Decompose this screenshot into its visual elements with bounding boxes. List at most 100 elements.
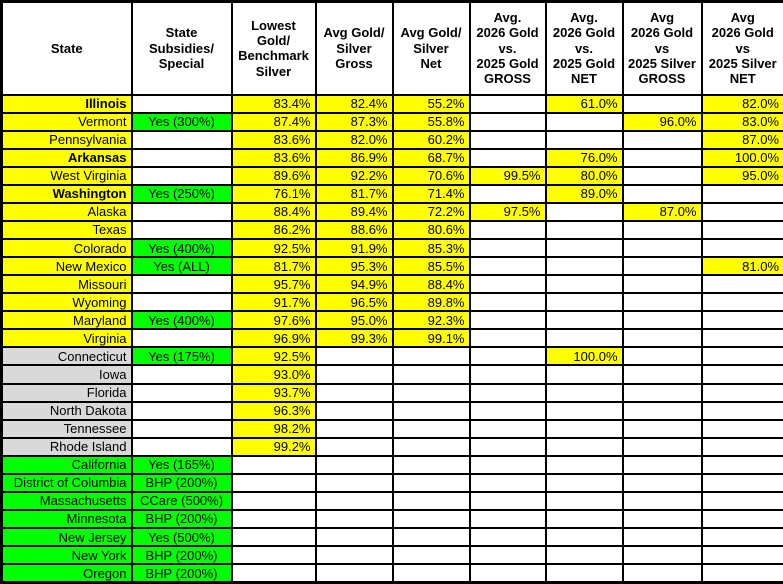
value-cell[interactable]: 82.0% (314, 129, 394, 150)
value-cell[interactable] (621, 563, 703, 584)
value-cell[interactable]: 83.6% (230, 129, 317, 150)
value-cell[interactable] (468, 526, 547, 548)
value-cell[interactable] (544, 400, 624, 421)
value-cell[interactable] (544, 364, 624, 385)
value-cell[interactable] (391, 364, 471, 385)
subsidy-cell[interactable]: Yes (175%) (130, 346, 233, 367)
subsidy-cell[interactable] (130, 364, 233, 385)
value-cell[interactable] (544, 328, 624, 349)
value-cell[interactable] (700, 472, 783, 493)
value-cell[interactable] (468, 129, 547, 150)
value-cell[interactable] (391, 563, 471, 584)
value-cell[interactable] (468, 508, 547, 530)
value-cell[interactable] (621, 310, 703, 331)
value-cell[interactable]: 95.7% (230, 274, 317, 295)
value-cell[interactable] (468, 328, 547, 349)
subsidy-cell[interactable] (130, 418, 233, 439)
value-cell[interactable] (314, 400, 394, 421)
column-header-2026-vs-2025-silver-gross[interactable]: Avg 2026 Gold vs 2025 Silver GROSS (621, 0, 703, 96)
value-cell[interactable] (468, 93, 547, 114)
value-cell[interactable] (314, 382, 394, 403)
state-cell[interactable]: Missouri (0, 274, 133, 295)
value-cell[interactable] (468, 183, 547, 204)
subsidy-cell[interactable]: Yes (500%) (130, 526, 233, 548)
value-cell[interactable]: 96.9% (230, 328, 317, 349)
value-cell[interactable] (314, 418, 394, 439)
value-cell[interactable]: 89.4% (314, 201, 394, 222)
value-cell[interactable]: 76.0% (544, 147, 624, 168)
subsidy-cell[interactable]: Yes (400%) (130, 310, 233, 331)
value-cell[interactable]: 89.8% (391, 292, 471, 313)
value-cell[interactable]: 86.9% (314, 147, 394, 168)
value-cell[interactable] (700, 508, 783, 530)
value-cell[interactable]: 96.5% (314, 292, 394, 313)
value-cell[interactable]: 81.7% (314, 183, 394, 204)
value-cell[interactable] (230, 563, 317, 584)
value-cell[interactable]: 89.6% (230, 165, 317, 186)
value-cell[interactable]: 55.8% (391, 111, 471, 132)
value-cell[interactable] (468, 274, 547, 295)
value-cell[interactable] (314, 490, 394, 511)
value-cell[interactable] (544, 436, 624, 457)
value-cell[interactable]: 83.0% (700, 111, 783, 132)
value-cell[interactable] (544, 508, 624, 530)
value-cell[interactable] (468, 111, 547, 132)
value-cell[interactable] (700, 563, 783, 584)
value-cell[interactable] (621, 436, 703, 457)
value-cell[interactable]: 99.3% (314, 328, 394, 349)
subsidy-cell[interactable]: Yes (250%) (130, 183, 233, 204)
value-cell[interactable]: 60.2% (391, 129, 471, 150)
value-cell[interactable] (621, 382, 703, 403)
subsidy-cell[interactable]: BHP (200%) (130, 472, 233, 493)
subsidy-cell[interactable]: BHP (200%) (130, 563, 233, 584)
value-cell[interactable] (468, 382, 547, 403)
subsidy-cell[interactable] (130, 400, 233, 421)
value-cell[interactable] (544, 418, 624, 439)
value-cell[interactable]: 96.0% (621, 111, 703, 132)
value-cell[interactable]: 70.6% (391, 165, 471, 186)
value-cell[interactable] (468, 545, 547, 566)
value-cell[interactable] (468, 454, 547, 475)
value-cell[interactable] (391, 346, 471, 367)
value-cell[interactable] (544, 490, 624, 511)
column-header-2026-vs-2025-gold-gross[interactable]: Avg. 2026 Gold vs. 2025 Gold GROSS (468, 0, 547, 96)
value-cell[interactable]: 88.4% (230, 201, 317, 222)
value-cell[interactable] (621, 147, 703, 168)
value-cell[interactable] (391, 490, 471, 511)
value-cell[interactable] (314, 472, 394, 493)
value-cell[interactable] (544, 545, 624, 566)
value-cell[interactable] (468, 490, 547, 511)
state-cell[interactable]: Virginia (0, 328, 133, 349)
value-cell[interactable] (230, 472, 317, 493)
subsidy-cell[interactable] (130, 201, 233, 222)
value-cell[interactable]: 81.0% (700, 256, 783, 277)
state-cell[interactable]: Colorado (0, 237, 133, 259)
value-cell[interactable] (544, 201, 624, 222)
value-cell[interactable]: 87.3% (314, 111, 394, 132)
value-cell[interactable]: 85.5% (391, 256, 471, 277)
value-cell[interactable] (468, 418, 547, 439)
state-cell[interactable]: Connecticut (0, 346, 133, 367)
value-cell[interactable]: 100.0% (700, 147, 783, 168)
value-cell[interactable]: 80.0% (544, 165, 624, 186)
value-cell[interactable]: 93.7% (230, 382, 317, 403)
value-cell[interactable]: 80.6% (391, 219, 471, 241)
column-header-2026-vs-2025-silver-net[interactable]: Avg 2026 Gold vs 2025 Silver NET (700, 0, 783, 96)
state-cell[interactable]: Maryland (0, 310, 133, 331)
value-cell[interactable] (700, 310, 783, 331)
value-cell[interactable] (314, 346, 394, 367)
state-cell[interactable]: Arkansas (0, 147, 133, 168)
subsidy-cell[interactable] (130, 93, 233, 114)
value-cell[interactable] (621, 165, 703, 186)
value-cell[interactable]: 95.0% (700, 165, 783, 186)
value-cell[interactable] (468, 436, 547, 457)
state-cell[interactable]: Florida (0, 382, 133, 403)
value-cell[interactable] (314, 508, 394, 530)
value-cell[interactable] (544, 382, 624, 403)
value-cell[interactable] (544, 526, 624, 548)
value-cell[interactable] (544, 111, 624, 132)
value-cell[interactable]: 96.3% (230, 400, 317, 421)
value-cell[interactable] (544, 274, 624, 295)
value-cell[interactable] (621, 490, 703, 511)
state-cell[interactable]: New Mexico (0, 256, 133, 277)
